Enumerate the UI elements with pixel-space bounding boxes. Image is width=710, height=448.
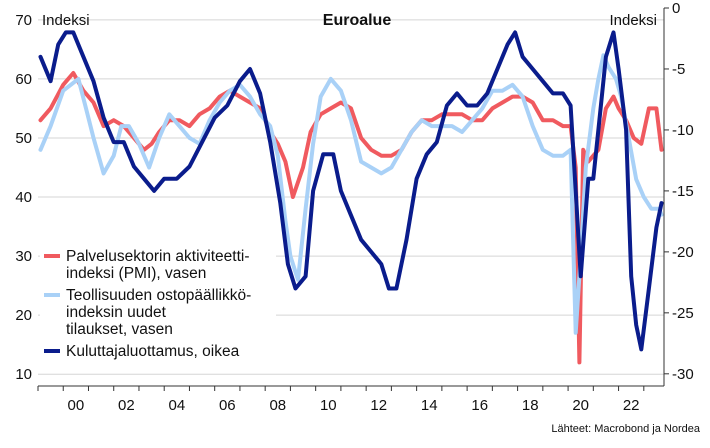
series-line-2 bbox=[38, 53, 664, 335]
right-tick-label: -15 bbox=[672, 183, 694, 200]
x-tick-label: 10 bbox=[320, 397, 337, 414]
legend-label-2: indeksin uudet bbox=[66, 304, 167, 321]
legend-background bbox=[40, 232, 276, 365]
axes bbox=[37, 7, 669, 391]
series-line-3 bbox=[38, 30, 664, 352]
left-tick-label: 70 bbox=[15, 12, 32, 29]
right-tick-label: -5 bbox=[672, 61, 685, 78]
right-tick-label: -25 bbox=[672, 305, 694, 322]
left-tick-label: 60 bbox=[15, 71, 32, 88]
left-axis-unit: Indeksi bbox=[42, 12, 90, 29]
x-tick-label: 02 bbox=[118, 397, 135, 414]
left-tick-label: 20 bbox=[15, 307, 32, 324]
legend-label-3: Kuluttajaluottamus, oikea bbox=[66, 343, 240, 360]
legend-label-1: indeksi (PMI), vasen bbox=[66, 265, 206, 282]
legend-label-2: Teollisuuden ostopäällikkö- bbox=[66, 287, 251, 304]
right-tick-label: -10 bbox=[672, 122, 694, 139]
right-tick-label: 0 bbox=[672, 0, 680, 17]
x-tick-label: 20 bbox=[572, 397, 589, 414]
left-tick-label: 30 bbox=[15, 248, 32, 265]
source-note: Lähteet: Macrobond ja Nordea bbox=[551, 423, 700, 435]
right-tick-labels: -30 -25 -20 -15 -10 -5 0 bbox=[672, 0, 694, 383]
legend: Palvelusektorin aktiviteetti-indeksi (PM… bbox=[40, 232, 276, 365]
x-tick-label: 14 bbox=[421, 397, 438, 414]
x-tick-labels: 00 02 04 06 08 10 12 14 16 18 20 22 bbox=[68, 397, 640, 414]
chart-title: Euroalue bbox=[323, 12, 392, 29]
x-tick-label: 04 bbox=[168, 397, 185, 414]
x-tick-label: 12 bbox=[370, 397, 387, 414]
left-tick-label: 50 bbox=[15, 130, 32, 147]
x-tick-label: 00 bbox=[68, 397, 85, 414]
left-tick-labels: 10 20 30 40 50 60 70 bbox=[15, 12, 32, 383]
legend-label-1: Palvelusektorin aktiviteetti- bbox=[66, 248, 250, 265]
right-tick-label: -20 bbox=[672, 244, 694, 261]
series-lines bbox=[38, 30, 664, 365]
x-tick-label: 22 bbox=[623, 397, 640, 414]
x-tick-label: 16 bbox=[471, 397, 488, 414]
right-axis-unit: Indeksi bbox=[609, 12, 657, 29]
x-tick-label: 08 bbox=[269, 397, 286, 414]
legend-label-2: tilaukset, vasen bbox=[66, 321, 173, 338]
right-tick-label: -30 bbox=[672, 366, 694, 383]
left-tick-label: 40 bbox=[15, 189, 32, 206]
left-tick-label: 10 bbox=[15, 366, 32, 383]
x-tick-label: 06 bbox=[219, 397, 236, 414]
x-tick-label: 18 bbox=[522, 397, 539, 414]
